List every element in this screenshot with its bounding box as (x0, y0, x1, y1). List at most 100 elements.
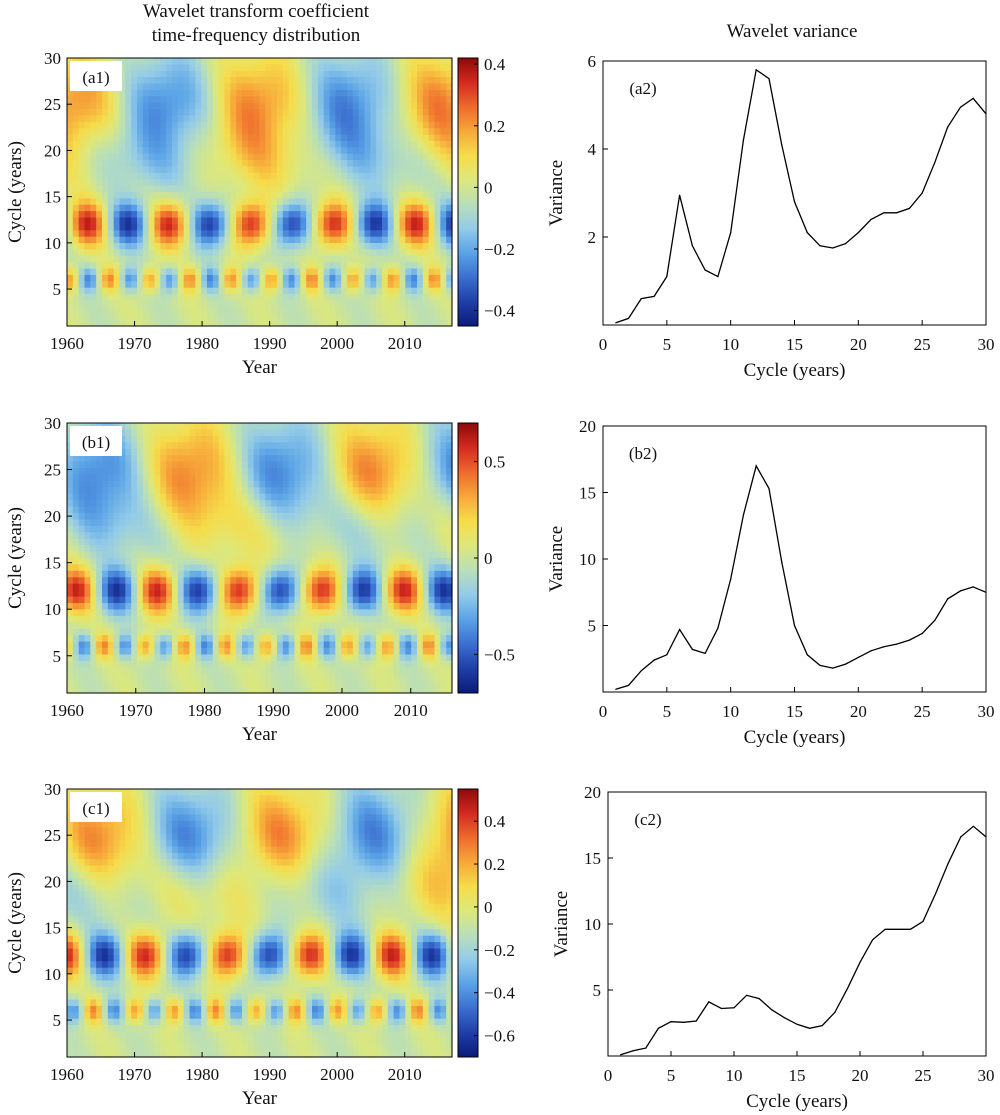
heatmap-cell (207, 660, 214, 668)
heatmap-cell (347, 140, 354, 148)
heatmap-cell (300, 461, 307, 469)
heatmap-cell (300, 474, 307, 482)
colorbar-tick-label: 0.2 (484, 117, 505, 136)
heatmap-cell (434, 249, 441, 257)
heatmap-cell (294, 500, 301, 508)
heatmap-cell (119, 70, 126, 78)
heatmap-cell (172, 590, 179, 598)
heatmap-cell (271, 262, 278, 270)
heatmap-cell (370, 230, 377, 238)
heatmap-cell (277, 287, 284, 295)
heatmap-cell (434, 300, 441, 308)
heatmap-cell (265, 635, 272, 643)
heatmap-cell (236, 153, 243, 161)
heatmap-cell (195, 641, 202, 649)
heatmap-cell (102, 243, 109, 251)
heatmap-cell (207, 525, 214, 533)
heatmap-cell (323, 667, 331, 675)
heatmap-cell (242, 480, 249, 488)
heatmap-cell (236, 564, 243, 572)
heatmap-cell (177, 429, 185, 437)
heatmap-cell (317, 77, 325, 85)
heatmap-cell (271, 147, 278, 155)
heatmap-cell (259, 461, 266, 469)
heatmap-cell (341, 570, 348, 578)
heatmap-cell (411, 281, 418, 289)
heatmap-cell (119, 204, 126, 212)
heatmap-cell (207, 58, 214, 65)
heatmap-cell (172, 423, 179, 431)
heatmap-cell (242, 532, 249, 540)
heatmap-cell (335, 551, 342, 559)
heatmap-cell (265, 211, 272, 219)
heatmap-cell (341, 294, 348, 302)
heatmap-cell (428, 172, 436, 180)
heatmap-cell (405, 185, 412, 193)
heatmap-cell (67, 551, 74, 559)
heatmap-cell (422, 179, 430, 187)
heatmap-cell (294, 166, 301, 174)
heatmap-cell (113, 622, 121, 630)
heatmap-cell (125, 58, 132, 65)
heatmap-cell (137, 429, 144, 437)
heatmap-cell (306, 429, 313, 437)
heatmap-cell (376, 128, 383, 136)
heatmap-cell (148, 306, 156, 314)
heatmap-cell (247, 313, 255, 321)
heatmap-cell (422, 64, 430, 72)
heatmap-cell (329, 166, 336, 174)
heatmap-cell (312, 109, 319, 117)
heatmap-cell (113, 249, 121, 257)
heatmap-cell (364, 109, 371, 117)
heatmap-cell (382, 64, 389, 72)
heatmap-cell (183, 160, 191, 168)
heatmap-cell (183, 204, 191, 212)
heatmap-cell (218, 204, 226, 212)
heatmap-cell (230, 551, 237, 559)
y-tick-label: 4 (588, 140, 597, 159)
heatmap-cell (72, 179, 80, 187)
heatmap-cell (253, 96, 261, 104)
heatmap-cell (382, 147, 389, 155)
heatmap-cell (288, 58, 296, 65)
heatmap-cell (119, 153, 126, 161)
heatmap-cell (329, 506, 336, 514)
heatmap-cell (96, 115, 103, 123)
heatmap-cell (102, 204, 109, 212)
heatmap-cell (84, 506, 91, 514)
heatmap-cell (236, 185, 243, 193)
heatmap-cell (271, 134, 278, 142)
heatmap-cell (352, 109, 360, 117)
heatmap-cell (154, 281, 161, 289)
heatmap-cell (347, 487, 354, 495)
heatmap-cell (212, 667, 220, 675)
heatmap-cell (230, 558, 237, 566)
heatmap-cell (265, 140, 272, 148)
heatmap-cell (218, 268, 226, 276)
heatmap-cell (160, 493, 167, 501)
heatmap-cell (422, 153, 430, 161)
heatmap-cell (177, 615, 185, 623)
heatmap-cell (405, 230, 412, 238)
heatmap-cell (96, 287, 103, 295)
heatmap-cell (113, 268, 121, 276)
heatmap-cell (265, 172, 272, 180)
heatmap-cell (84, 493, 91, 501)
heatmap-cell (160, 70, 167, 78)
heatmap-cell (137, 77, 144, 85)
heatmap-cell (335, 211, 342, 219)
heatmap-cell (113, 628, 121, 636)
heatmap-cell (183, 590, 191, 598)
heatmap-cell (352, 500, 360, 508)
heatmap-cell (195, 166, 202, 174)
heatmap-cell (294, 172, 301, 180)
heatmap-cell (259, 300, 266, 308)
heatmap-cell (294, 109, 301, 117)
heatmap-cell (323, 660, 331, 668)
heatmap-cell (247, 185, 255, 193)
heatmap-cell (335, 192, 342, 199)
heatmap-cell (67, 564, 74, 572)
heatmap-cell (119, 615, 126, 623)
heatmap-cell (312, 274, 319, 282)
heatmap-cell (107, 223, 115, 231)
